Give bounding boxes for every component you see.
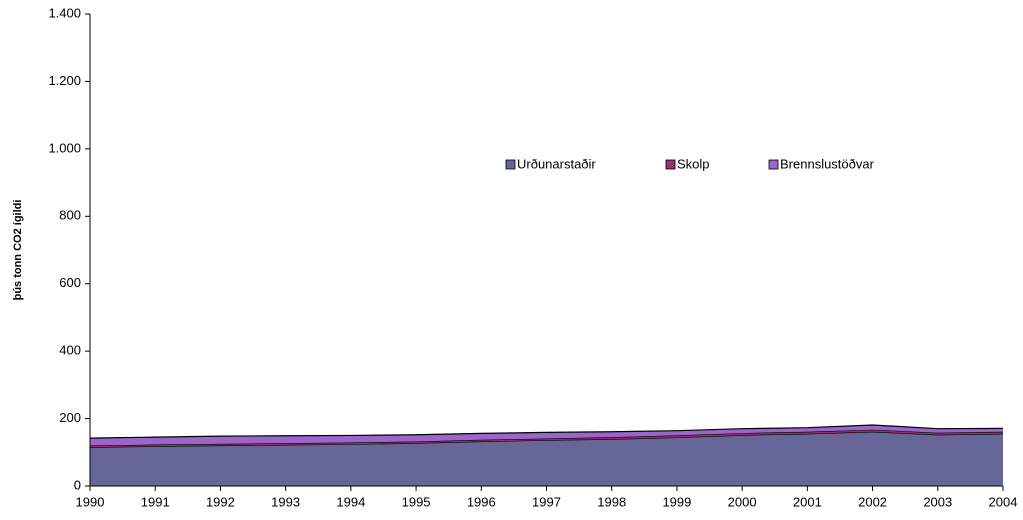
y-tick-label: 1.000: [48, 140, 81, 155]
x-tick-label: 1995: [402, 494, 431, 509]
x-tick-label: 2004: [989, 494, 1018, 509]
x-tick-label: 1993: [271, 494, 300, 509]
area-edge: [89, 431, 1004, 448]
x-tick-label: 2003: [923, 494, 952, 509]
legend-swatch: [505, 159, 516, 170]
x-tick-label: 1999: [662, 494, 691, 509]
x-tick-label: 1992: [206, 494, 235, 509]
y-tick-label: 800: [59, 208, 81, 223]
y-tick-label: 1.400: [48, 5, 81, 20]
x-tick-label: 1994: [336, 494, 365, 509]
x-tick-label: 2000: [728, 494, 757, 509]
legend-swatch: [768, 159, 779, 170]
y-tick-label: 1.200: [48, 73, 81, 88]
y-tick-label: 400: [59, 343, 81, 358]
x-tick-label: 2001: [793, 494, 822, 509]
y-tick-label: 0: [74, 477, 81, 492]
area: [90, 424, 1003, 446]
x-tick-label: 1996: [467, 494, 496, 509]
x-tick-label: 1991: [141, 494, 170, 509]
area-edge: [89, 424, 1004, 439]
y-axis-label: þús tonn CO2 ígildi: [12, 200, 24, 301]
y-tick-label: 200: [59, 410, 81, 425]
x-tick-label: 1998: [597, 494, 626, 509]
x-tick-label: 1990: [76, 494, 105, 509]
x-tick-label: 1997: [532, 494, 561, 509]
legend-label: Brennslustöðvar: [780, 156, 875, 171]
x-tick-label: 2002: [858, 494, 887, 509]
legend-label: Urðunarstaðir: [517, 156, 596, 171]
legend-label: Skolp: [677, 156, 710, 171]
legend-swatch: [665, 159, 676, 170]
y-tick-label: 600: [59, 275, 81, 290]
area: [90, 431, 1003, 486]
